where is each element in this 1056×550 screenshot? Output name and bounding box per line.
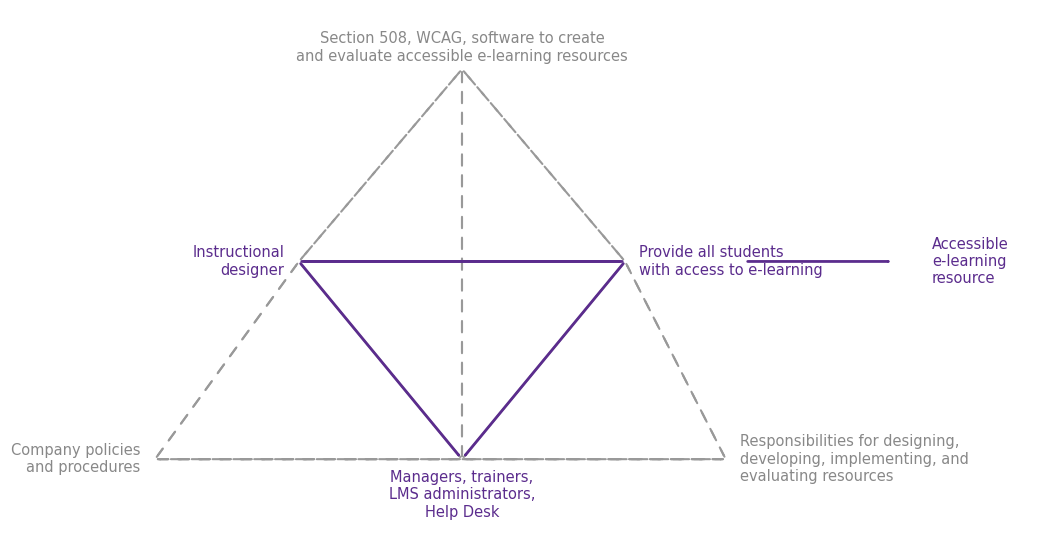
FancyArrowPatch shape: [301, 263, 458, 455]
FancyArrowPatch shape: [301, 263, 459, 455]
FancyArrowPatch shape: [158, 263, 298, 455]
Text: Company policies
and procedures: Company policies and procedures: [12, 443, 140, 475]
Text: Managers, trainers,
LMS administrators,
Help Desk: Managers, trainers, LMS administrators, …: [389, 470, 535, 520]
FancyArrowPatch shape: [464, 265, 622, 457]
Text: Responsibilities for designing,
developing, implementing, and
evaluating resourc: Responsibilities for designing, developi…: [740, 434, 969, 484]
FancyArrowPatch shape: [465, 73, 623, 260]
FancyArrowPatch shape: [156, 266, 296, 457]
FancyArrowPatch shape: [626, 264, 723, 455]
Text: Section 508, WCAG, software to create
and evaluate accessible e-learning resourc: Section 508, WCAG, software to create an…: [296, 31, 628, 64]
FancyArrowPatch shape: [301, 73, 459, 260]
Text: Instructional
designer: Instructional designer: [192, 245, 284, 278]
FancyArrowPatch shape: [302, 72, 460, 258]
FancyArrowPatch shape: [627, 266, 724, 456]
FancyArrowPatch shape: [464, 72, 622, 258]
FancyArrowPatch shape: [465, 263, 623, 455]
Text: Provide all students
with access to e-learning: Provide all students with access to e-le…: [640, 245, 824, 278]
FancyArrowPatch shape: [302, 265, 460, 457]
Text: Accessible
e-learning
resource: Accessible e-learning resource: [932, 236, 1008, 287]
FancyArrowPatch shape: [466, 263, 623, 455]
